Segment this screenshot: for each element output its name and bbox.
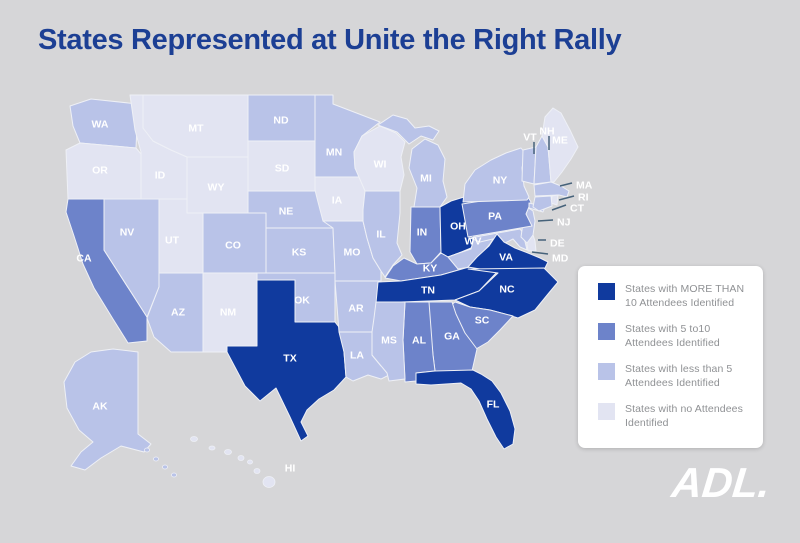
legend-item-5-to-10: States with 5 to10 Attendees Identified <box>598 323 763 350</box>
state-AK <box>63 348 152 471</box>
state-label-CA: CA <box>76 253 92 265</box>
state-MI <box>408 138 448 208</box>
state-HI-island <box>253 468 261 474</box>
state-label-ME: ME <box>552 135 568 147</box>
state-label-SD: SD <box>275 163 290 175</box>
legend-item-more-than-10: States with MORE THAN 10 Attendees Ident… <box>598 283 763 310</box>
state-HI-island <box>190 436 198 442</box>
legend-label-5-to-10: States with 5 to10 Attendees Identified <box>625 323 720 349</box>
state-label-NJ: NJ <box>557 217 571 229</box>
state-label-TX: TX <box>283 353 296 365</box>
state-label-WI: WI <box>374 159 387 171</box>
legend-item-less-than-5: States with less than 5 Attendees Identi… <box>598 363 763 390</box>
state-AK-island <box>171 472 177 478</box>
state-MA <box>533 181 570 198</box>
state-label-MS: MS <box>381 335 397 347</box>
page-title: States Represented at Unite the Right Ra… <box>38 24 622 56</box>
state-label-CO: CO <box>225 240 241 252</box>
legend-swatch-none <box>598 403 615 420</box>
state-label-NC: NC <box>499 284 515 296</box>
state-label-NE: NE <box>279 206 294 218</box>
state-label-ID: ID <box>155 170 166 182</box>
state-AK-island <box>153 456 159 462</box>
state-VA <box>467 233 549 273</box>
state-MS <box>371 301 406 382</box>
legend-swatch-less-than-5 <box>598 363 615 380</box>
state-HI-island <box>224 449 232 455</box>
legend-label-more-than-10: States with MORE THAN 10 Attendees Ident… <box>625 283 745 309</box>
state-label-MO: MO <box>344 247 361 259</box>
state-ME <box>541 107 579 183</box>
state-label-IL: IL <box>376 229 386 241</box>
state-label-MN: MN <box>326 147 342 159</box>
state-FL <box>415 369 516 450</box>
state-label-VT: VT <box>523 132 537 144</box>
callout-line-CT <box>551 204 567 211</box>
legend-swatch-more-than-10 <box>598 283 615 300</box>
state-label-MD: MD <box>552 253 569 265</box>
legend-swatch-5-to-10 <box>598 323 615 340</box>
state-label-NV: NV <box>120 227 135 239</box>
state-label-SC: SC <box>475 315 490 327</box>
state-label-TN: TN <box>421 285 435 297</box>
legend-label-none: States with no Attendees Identified <box>625 403 743 429</box>
state-label-VA: VA <box>499 252 513 264</box>
state-label-NM: NM <box>220 307 237 319</box>
state-label-OK: OK <box>294 295 310 307</box>
state-CT <box>532 195 553 212</box>
state-HI-island <box>237 455 245 461</box>
state-label-CT: CT <box>570 203 585 215</box>
state-label-RI: RI <box>578 192 589 204</box>
state-label-WV: WV <box>465 236 482 248</box>
state-HI-island <box>262 476 276 488</box>
state-label-KS: KS <box>292 247 307 259</box>
state-label-IN: IN <box>417 227 428 239</box>
state-label-WA: WA <box>92 119 109 131</box>
legend-item-none: States with no Attendees Identified <box>598 403 763 430</box>
state-label-AK: AK <box>92 401 108 413</box>
state-label-FL: FL <box>487 399 500 411</box>
state-label-UT: UT <box>165 235 180 247</box>
state-label-ND: ND <box>273 115 289 127</box>
state-label-HI: HI <box>285 463 296 475</box>
state-label-OH: OH <box>450 221 466 233</box>
state-label-LA: LA <box>350 350 364 362</box>
legend: States with MORE THAN 10 Attendees Ident… <box>578 266 763 448</box>
state-label-GA: GA <box>444 331 460 343</box>
callout-line-RI <box>558 195 575 201</box>
state-WI <box>353 125 406 192</box>
adl-logo: ADL. <box>669 459 773 506</box>
state-label-DE: DE <box>550 238 565 250</box>
state-MI <box>377 114 440 145</box>
state-HI-island <box>247 459 253 465</box>
legend-label-less-than-5: States with less than 5 Attendees Identi… <box>625 363 733 389</box>
state-HI-island <box>208 445 216 451</box>
state-AK-island <box>162 464 168 470</box>
state-label-IA: IA <box>332 195 343 207</box>
state-label-NY: NY <box>493 175 508 187</box>
state-label-AL: AL <box>412 335 427 347</box>
state-TX <box>226 279 347 442</box>
state-label-NH: NH <box>539 126 554 138</box>
state-label-MI: MI <box>420 173 432 185</box>
callout-line-MA <box>559 182 573 187</box>
state-label-WY: WY <box>208 182 225 194</box>
state-AK-island <box>144 447 150 453</box>
state-label-KY: KY <box>423 263 438 275</box>
state-label-PA: PA <box>488 211 502 223</box>
state-label-AZ: AZ <box>171 307 186 319</box>
state-label-MT: MT <box>188 123 204 135</box>
state-label-MA: MA <box>576 180 593 192</box>
state-label-AR: AR <box>348 303 364 315</box>
callout-line-NJ <box>537 219 554 222</box>
state-IL <box>362 190 403 278</box>
callout-line-MD <box>531 251 549 255</box>
state-label-OR: OR <box>92 165 108 177</box>
